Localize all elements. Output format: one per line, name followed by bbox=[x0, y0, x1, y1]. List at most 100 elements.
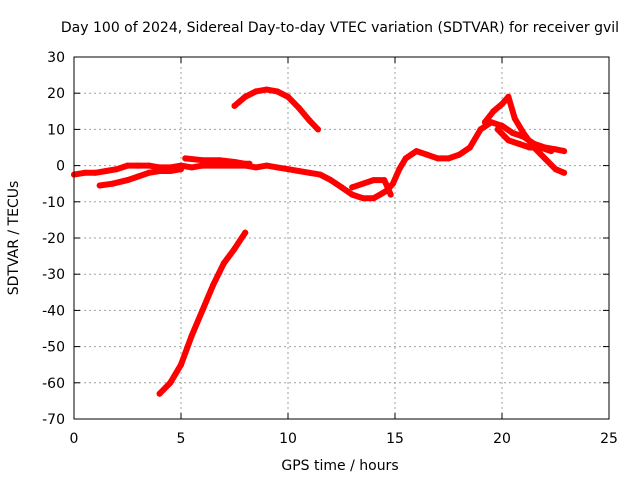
data-point bbox=[274, 164, 281, 171]
y-tick-label: 20 bbox=[47, 86, 65, 102]
y-tick-label: -40 bbox=[42, 303, 65, 319]
data-point bbox=[156, 168, 163, 174]
y-tick-label: -30 bbox=[42, 267, 65, 283]
data-point bbox=[242, 160, 249, 167]
data-point bbox=[92, 169, 99, 176]
y-axis-label: SDTVAR / TECUs bbox=[6, 181, 22, 296]
data-point bbox=[434, 155, 441, 162]
y-tick-label: -10 bbox=[42, 195, 65, 211]
data-point bbox=[103, 168, 110, 174]
data-point bbox=[456, 151, 463, 158]
data-point bbox=[178, 166, 184, 173]
data-point bbox=[113, 166, 120, 173]
data-point bbox=[242, 229, 249, 236]
data-point bbox=[505, 137, 512, 144]
x-tick-label: 25 bbox=[600, 431, 618, 447]
data-point bbox=[199, 162, 206, 169]
data-point bbox=[561, 148, 568, 155]
data-point bbox=[231, 159, 238, 165]
data-point bbox=[516, 140, 523, 147]
data-point bbox=[167, 168, 174, 174]
data-point bbox=[178, 361, 184, 368]
data-point bbox=[499, 101, 505, 108]
data-point bbox=[252, 88, 259, 95]
y-tick-label: 0 bbox=[56, 159, 65, 175]
series-layer bbox=[71, 86, 568, 397]
data-point bbox=[124, 162, 131, 169]
series-line-spike bbox=[481, 93, 568, 176]
data-point bbox=[445, 155, 452, 162]
data-point bbox=[242, 93, 249, 100]
y-tick-label: -60 bbox=[42, 376, 65, 392]
data-point bbox=[413, 148, 420, 155]
data-point bbox=[387, 191, 394, 198]
x-tick-label: 0 bbox=[70, 431, 79, 447]
chart-title: Day 100 of 2024, Sidereal Day-to-day VTE… bbox=[61, 20, 619, 36]
data-point bbox=[389, 180, 396, 187]
data-point bbox=[481, 119, 488, 126]
y-tick-label: -50 bbox=[42, 340, 65, 356]
tick-layer: 0 5 10 15 20 25 -70 -60 -50 -40 -30 -20 -10 0 10 20 30 bbox=[42, 50, 618, 447]
data-point bbox=[370, 195, 377, 202]
data-point bbox=[315, 126, 321, 133]
data-point bbox=[370, 177, 377, 184]
y-tick-label: -20 bbox=[42, 231, 65, 247]
data-point bbox=[135, 173, 142, 180]
data-point bbox=[231, 102, 238, 109]
x-tick-label: 10 bbox=[279, 431, 297, 447]
data-point bbox=[561, 169, 568, 176]
data-point bbox=[494, 126, 501, 133]
x-tick-label: 5 bbox=[177, 431, 186, 447]
data-point bbox=[509, 130, 516, 136]
data-point bbox=[306, 117, 313, 124]
data-point bbox=[231, 245, 238, 252]
data-point bbox=[199, 307, 206, 314]
data-point bbox=[274, 88, 281, 95]
data-point bbox=[359, 180, 366, 187]
data-point bbox=[548, 148, 555, 155]
data-point bbox=[216, 157, 223, 164]
data-point bbox=[511, 115, 518, 122]
x-axis-label: GPS time / hours bbox=[281, 458, 398, 474]
data-point bbox=[295, 168, 302, 174]
data-point bbox=[167, 379, 174, 386]
data-point bbox=[182, 155, 189, 162]
x-tick-label: 15 bbox=[386, 431, 404, 447]
data-point bbox=[145, 169, 152, 176]
data-point bbox=[541, 155, 548, 162]
data-point bbox=[210, 282, 217, 289]
y-tick-label: -70 bbox=[42, 412, 65, 428]
data-point bbox=[220, 260, 227, 267]
data-point bbox=[145, 162, 152, 169]
data-point bbox=[424, 151, 431, 158]
data-point bbox=[490, 108, 497, 115]
x-tick-label: 20 bbox=[493, 431, 511, 447]
data-point bbox=[124, 177, 131, 184]
data-point bbox=[295, 104, 302, 111]
data-point bbox=[520, 130, 527, 136]
data-point bbox=[246, 160, 253, 167]
data-point bbox=[317, 171, 324, 178]
data-point bbox=[156, 390, 163, 397]
data-point bbox=[537, 144, 544, 151]
data-point bbox=[505, 93, 512, 100]
data-point bbox=[199, 157, 206, 164]
data-point bbox=[381, 177, 388, 184]
data-point bbox=[96, 182, 103, 189]
data-point bbox=[526, 144, 533, 151]
data-point bbox=[338, 184, 345, 191]
data-point bbox=[349, 191, 356, 198]
data-point bbox=[466, 144, 473, 151]
data-point bbox=[188, 332, 195, 339]
data-point bbox=[477, 126, 484, 133]
data-point bbox=[306, 169, 313, 176]
data-point bbox=[210, 162, 217, 169]
y-tick-label: 10 bbox=[47, 122, 65, 138]
data-point bbox=[359, 195, 366, 202]
data-point bbox=[377, 191, 383, 198]
y-tick-label: 30 bbox=[47, 50, 65, 66]
data-point bbox=[263, 162, 270, 169]
data-point bbox=[349, 184, 356, 191]
